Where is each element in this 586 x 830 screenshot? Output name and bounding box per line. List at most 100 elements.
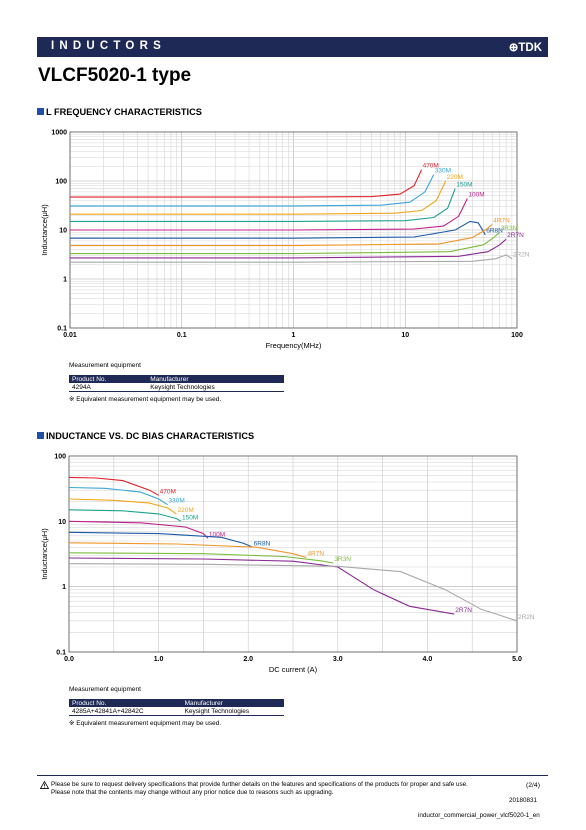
x-tick-label: 4.0 (423, 656, 433, 663)
series-line-330m (68, 486, 168, 506)
series-line-150m (70, 188, 456, 222)
y-tick-label: 100 (55, 179, 67, 186)
x-tick-label: 0.01 (63, 332, 77, 339)
series-label-330m: 330M (435, 168, 451, 175)
series-line-150m (68, 509, 182, 522)
series-label-220m: 220M (178, 507, 194, 514)
y-tick-label: 10 (59, 228, 67, 235)
x-axis-title: DC current (A) (269, 665, 318, 674)
section-title-1-text: L FREQUENCY CHARACTERISTICS (46, 107, 202, 117)
series-line-100m (70, 198, 468, 231)
product-no: 4285A+42841A+42842C (69, 707, 182, 716)
chart-2: 0.0 1.0 2.0 3.0 4.0 5.0 0.1 1 10 100 DC current (A… (40, 454, 535, 675)
series-line-220m (68, 498, 177, 515)
series-line-4r7n (70, 223, 493, 247)
product-no: 4294A (69, 383, 148, 392)
series-label-470m: 470M (423, 163, 439, 170)
y-tick-label: 1 (62, 584, 66, 591)
series-label-2r7n: 2R7N (507, 232, 524, 239)
brand-name: TDK (518, 42, 542, 54)
series-line-2r7n (68, 557, 455, 615)
series-line-6r8n (68, 531, 253, 548)
col-manufacturer: Manufacturer (147, 375, 284, 383)
y-tick-label: 0.1 (56, 650, 66, 657)
measurement-table-1: Product No. Manufacturer 4294A Keysight Te… (69, 375, 284, 392)
tdk-logo: ⊕TDK (508, 42, 542, 54)
section-title-1: L FREQUENCY CHARACTERISTICS (37, 107, 202, 117)
page-title: VLCF5020-1 type (38, 65, 192, 86)
manufacturer: Keysight Technologies (147, 383, 284, 392)
y-tick-label: 1000 (51, 130, 67, 137)
series-line-6r8n (70, 220, 486, 239)
series-line-3r3n (68, 552, 334, 564)
section-marker-icon (37, 432, 44, 439)
section-title-2-text: INDUCTANCE VS. DC BIAS CHARACTERISTICS (46, 431, 255, 441)
series-label-100m: 100M (468, 191, 484, 198)
category-label: INDUCTORS (51, 40, 166, 52)
y-axis-title: Inductance(μH) (40, 528, 49, 580)
col-manufacturer: Manufacturer (181, 699, 284, 707)
measurement-label-1: Measurement equipment (69, 362, 141, 369)
series-label-2r2n: 2R2N (518, 614, 535, 621)
x-tick-label: 0.1 (177, 332, 187, 339)
x-tick-label: 1 (292, 332, 296, 339)
x-axis-title: Frequency(MHz) (266, 341, 322, 350)
series-label-470m: 470M (160, 488, 176, 495)
series-label-2r2n: 2R2N (513, 252, 530, 259)
x-tick-label: 1.0 (154, 656, 164, 663)
footer-notice-2: Please note that the contents may change… (51, 789, 334, 796)
series-label-220m: 220M (447, 174, 463, 181)
grid (68, 456, 518, 653)
measurement-label-2: Measurement equipment (69, 686, 141, 693)
section-title-2: INDUCTANCE VS. DC BIAS CHARACTERISTICS (37, 431, 254, 441)
series-line-330m (70, 174, 435, 207)
plot-frame (68, 455, 518, 653)
col-product: Product No. (69, 375, 148, 383)
y-axis-title: Inductance(μH) (40, 204, 49, 256)
col-product: Product No. (69, 699, 182, 707)
page-number: (2/4) (526, 782, 540, 789)
series-label-3r3n: 3R3N (501, 225, 518, 232)
footer-divider (37, 775, 548, 776)
footer-notice-1: Please be sure to request delivery speci… (51, 781, 468, 788)
y-tick-label: 0.1 (57, 326, 67, 333)
warning-icon (39, 780, 50, 789)
series-label-100m: 100M (209, 531, 225, 538)
series-line-2r2n (70, 254, 513, 263)
chart-1: 0.01 0.1 1 10 1000.11101001000Frequency(MHz)… (40, 130, 530, 351)
doc-date: 20180831 (509, 797, 538, 804)
series-label-6r8n: 6R8N (486, 228, 503, 235)
measurement-note-1: ※ Equivalent measurement equipment may b… (69, 396, 222, 403)
y-tick-label: 1 (63, 277, 67, 284)
series-line-2r7n (70, 238, 507, 259)
x-tick-label: 3.0 (333, 656, 343, 663)
series-label-3r3n: 3R3N (334, 556, 351, 563)
series-line-220m (70, 180, 447, 215)
y-tick-label: 10 (58, 519, 66, 526)
series-line-3r3n (70, 231, 501, 255)
measurement-note-2: ※ Equivalent measurement equipment may b… (69, 720, 222, 727)
x-tick-label: 2.0 (243, 656, 253, 663)
series-label-150m: 150M (182, 514, 198, 521)
series-line-470m (68, 476, 159, 496)
doc-id: inductor_commercial_power_vlcf5020-1_en (418, 812, 540, 819)
x-tick-label: 0.0 (64, 656, 74, 663)
series-label-330m: 330M (169, 498, 185, 505)
manufacturer: Keysight Technologies (181, 707, 284, 716)
series-line-2r2n (68, 563, 518, 622)
series-label-150m: 150M (456, 182, 472, 189)
x-tick-label: 100 (511, 332, 523, 339)
series-label-6r8n: 6R8N (254, 540, 271, 547)
header-banner: INDUCTORS ⊕TDK (37, 37, 548, 57)
x-tick-label: 5.0 (512, 656, 522, 663)
y-tick-label: 100 (54, 454, 66, 461)
x-tick-label: 10 (401, 332, 409, 339)
series-line-4r7n (68, 542, 307, 559)
series-line-100m (68, 520, 209, 539)
measurement-table-2: Product No. Manufacturer 4285A+42841A+428… (69, 699, 284, 716)
series-label-4r7n: 4R7N (307, 550, 324, 557)
series-label-4r7n: 4R7N (493, 217, 510, 224)
series-label-2r7n: 2R7N (455, 607, 472, 614)
section-marker-icon (37, 108, 44, 115)
